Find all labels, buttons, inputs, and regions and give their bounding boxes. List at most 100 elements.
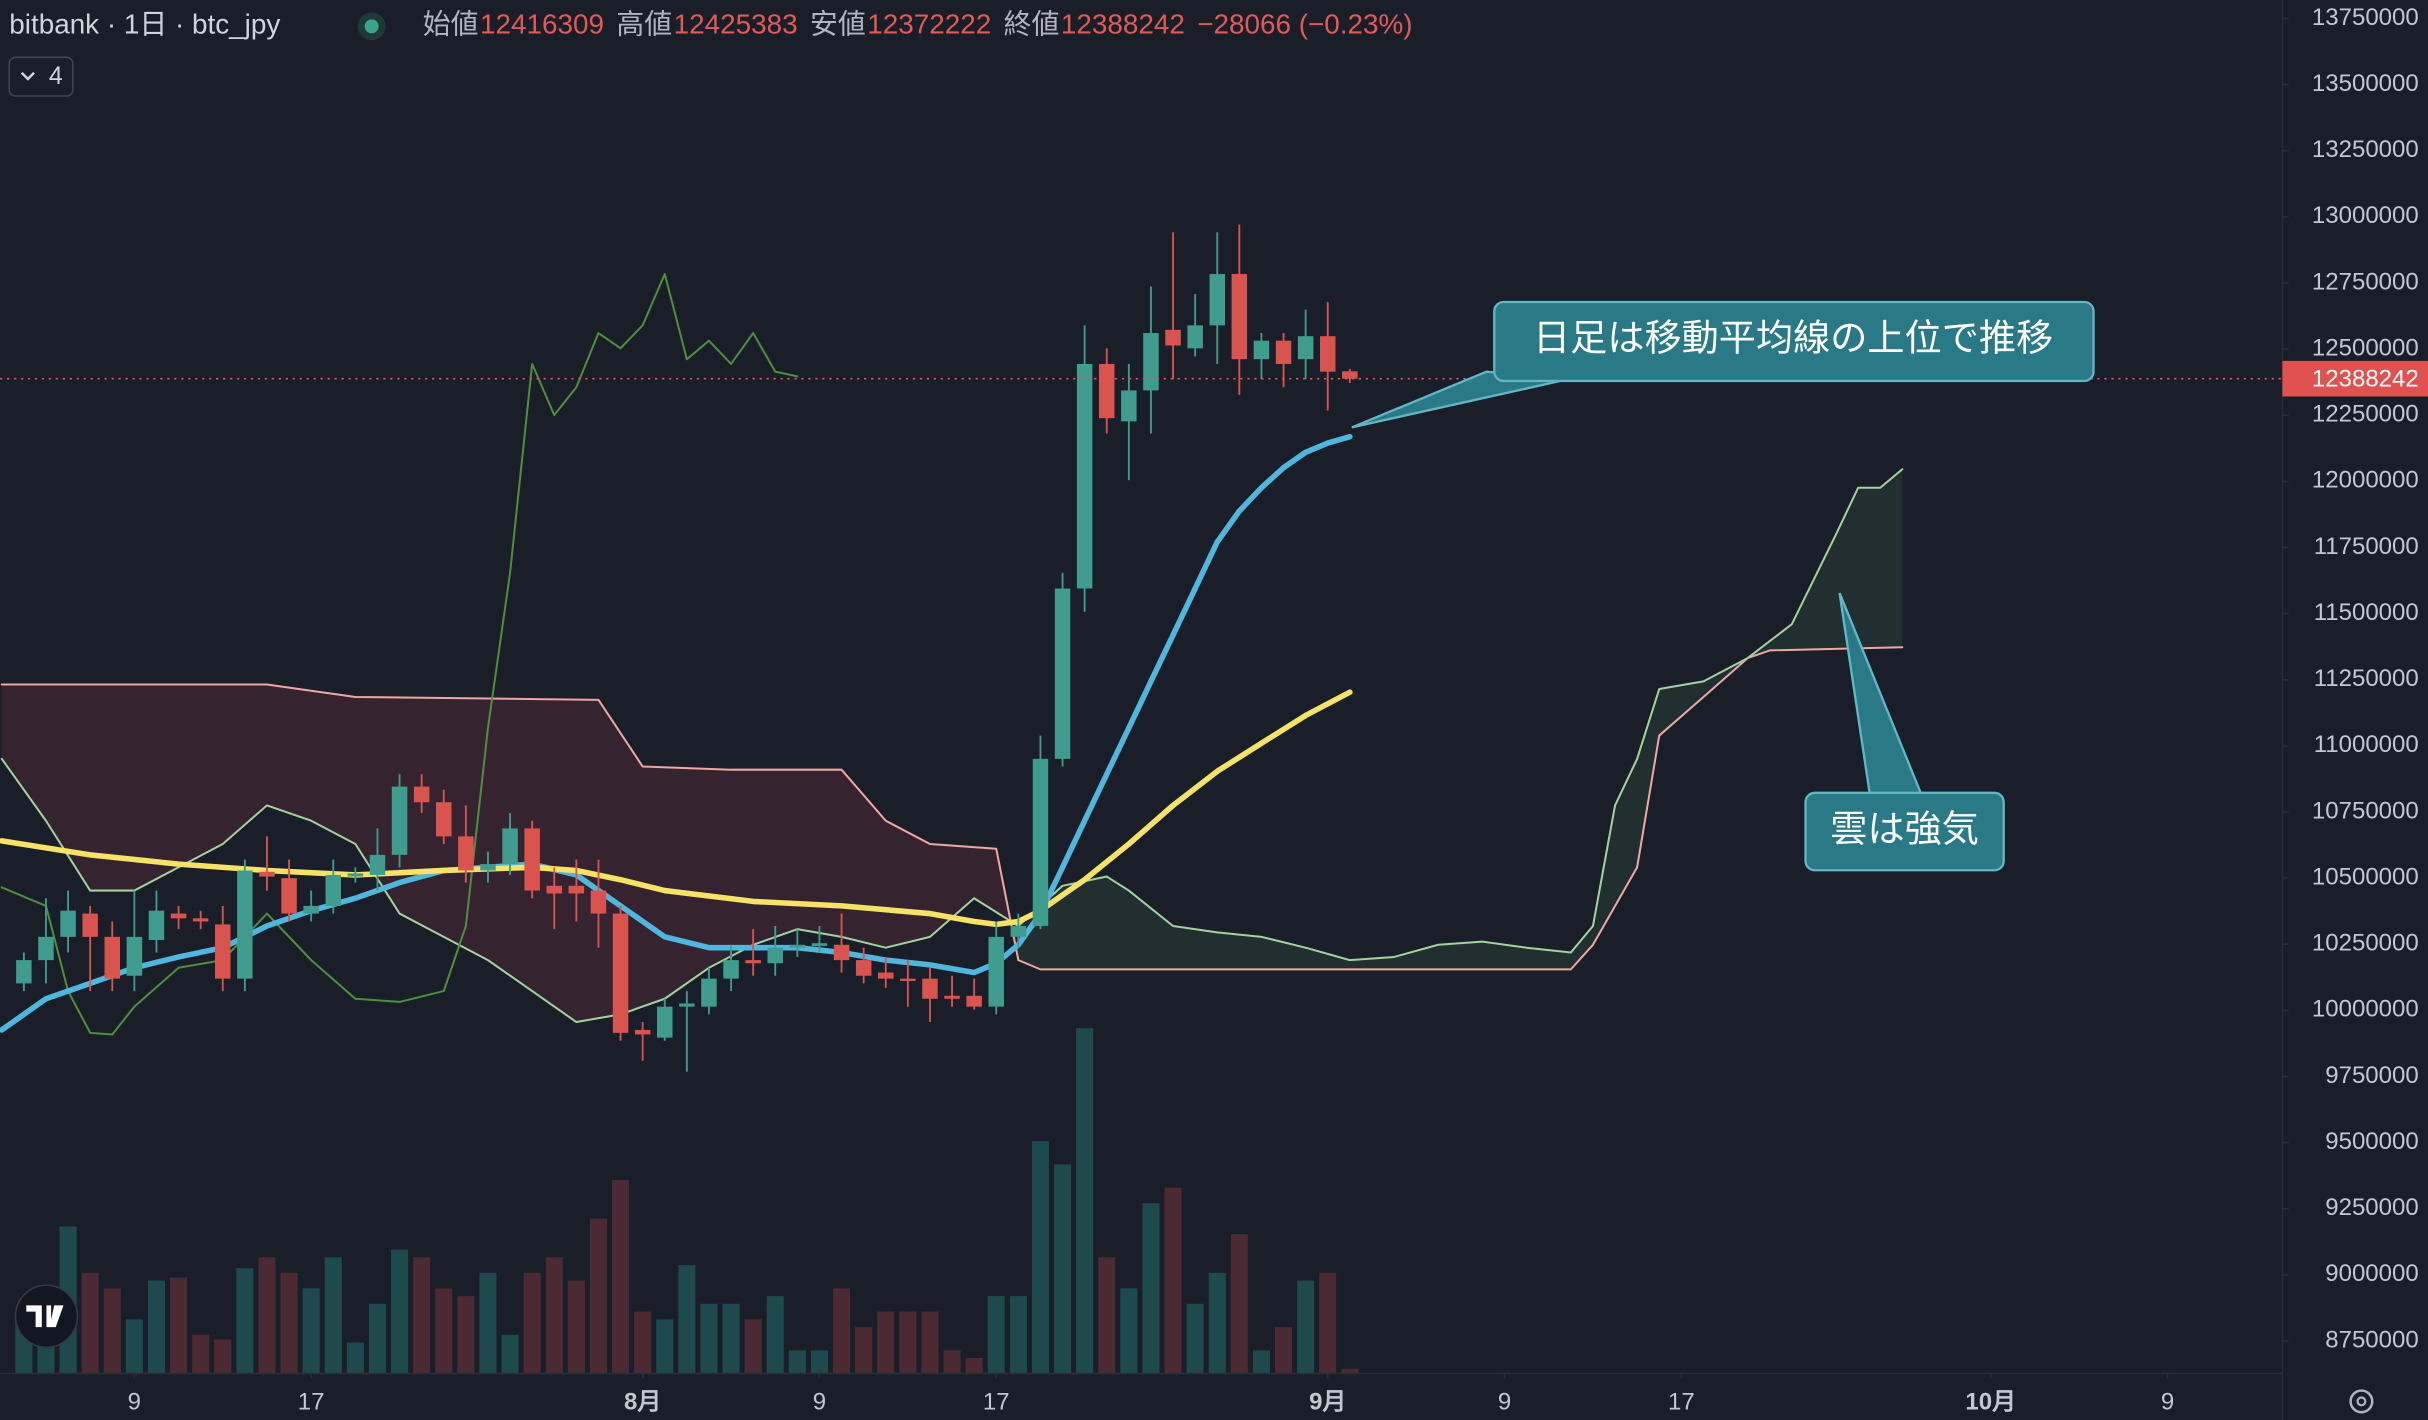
candle-body [1032, 758, 1049, 927]
y-tick-label: 8750000 [2325, 1326, 2418, 1353]
volume-bar [391, 1249, 409, 1374]
x-tick-label: 17 [298, 1388, 325, 1415]
candle-body [281, 878, 297, 914]
volume-bar [766, 1296, 784, 1374]
settings[interactable] [2349, 1389, 2374, 1414]
candle-body [303, 905, 319, 914]
candle-body [1297, 336, 1314, 360]
candle-body [1231, 274, 1248, 360]
candle-body [369, 854, 386, 875]
volume-bar [921, 1311, 939, 1374]
callout-box [1493, 300, 2095, 383]
candle-body [900, 978, 916, 981]
candle-body [60, 910, 76, 937]
candle-body [922, 978, 938, 999]
volume-bar [722, 1303, 740, 1374]
candle-body [855, 960, 872, 976]
x-tick-label: 10月 [1965, 1388, 2016, 1415]
y-tick-label: 12750000 [2312, 268, 2419, 295]
volume-bar [302, 1288, 320, 1374]
x-tick-label: 9 [128, 1388, 141, 1415]
candle-body [701, 978, 717, 1007]
x-tick-label: 8月 [624, 1388, 661, 1415]
high-value: 12425383 [674, 9, 798, 40]
candle-body [325, 874, 342, 906]
volume-bar [147, 1280, 165, 1374]
volume-bar [1120, 1288, 1138, 1374]
x-tick-label: 9 [1498, 1388, 1511, 1415]
volume-bar [545, 1257, 563, 1374]
candle-body [590, 890, 607, 914]
y-tick-label: 11500000 [2314, 599, 2419, 626]
candle-body [524, 828, 540, 891]
y-tick-label: 11250000 [2314, 665, 2419, 692]
volume-bar [634, 1311, 652, 1374]
candle-body [391, 786, 408, 855]
candle-body [126, 936, 143, 976]
low-value: 12372222 [867, 9, 991, 40]
candle-body [878, 972, 894, 979]
candle-body [458, 836, 474, 871]
candle-body [413, 786, 430, 803]
y-tick-label: 10500000 [2312, 863, 2419, 890]
volume-bar [678, 1265, 696, 1374]
candle-body [657, 1006, 673, 1038]
callout-text: 日足は移動平均線の上位で推移 [1533, 317, 2053, 359]
volume-bar [280, 1272, 298, 1374]
volume-bar [589, 1218, 607, 1374]
volume-bar [1076, 1028, 1094, 1374]
volume-bar [700, 1303, 718, 1374]
volume-bar [324, 1257, 342, 1374]
callout: 雲は強気 [1804, 592, 2005, 872]
volume-bar [413, 1257, 431, 1374]
volume-bar [987, 1296, 1005, 1374]
y-tick-label: 12250000 [2312, 401, 2419, 428]
volume-bar [170, 1277, 188, 1374]
change: −28066 (−0.23%) [1197, 9, 1412, 40]
logo[interactable] [14, 1284, 79, 1348]
candle-body [38, 936, 54, 961]
candle-body [1076, 363, 1093, 589]
volume-bar [1297, 1280, 1315, 1374]
y-tick-label: 9250000 [2325, 1194, 2418, 1221]
logo-circle[interactable] [14, 1284, 79, 1348]
volume-bar [479, 1272, 497, 1374]
volume-bar [103, 1288, 121, 1374]
chevron [20, 71, 35, 81]
candle-body [546, 885, 562, 894]
symbol: bitbank · 1日 · btc_jpy [9, 9, 280, 40]
indicator-toggle[interactable]: 4 [8, 56, 74, 97]
candle-body [1320, 336, 1336, 372]
volume-bar [833, 1288, 851, 1374]
candle-body [436, 802, 452, 837]
x-tick-label: 17 [983, 1388, 1010, 1415]
volume-bar [965, 1358, 983, 1374]
candle-body [1010, 926, 1027, 937]
toggle-box[interactable] [8, 56, 74, 97]
volume-bar [943, 1350, 961, 1374]
y-tick-label: 13000000 [2312, 202, 2419, 229]
status-dot [364, 19, 379, 34]
callout-text: 雲は強気 [1830, 807, 1979, 849]
callout-joint [1872, 795, 1922, 801]
candle-body [259, 871, 275, 877]
y-tick-label: 9500000 [2325, 1128, 2418, 1155]
candle-body [679, 1003, 695, 1007]
volume-bar [855, 1327, 873, 1374]
volume-bar [368, 1303, 386, 1374]
settings-icon[interactable] [2349, 1389, 2374, 1414]
candle-body [148, 910, 165, 941]
candle-body [789, 944, 806, 948]
volume-bar [501, 1334, 519, 1374]
x-tick-label: 9 [813, 1388, 826, 1415]
volume-bar [81, 1272, 99, 1374]
volume-bar [567, 1280, 585, 1374]
logo-mark [26, 1305, 64, 1328]
candle-body [745, 960, 761, 964]
callout-box [1804, 791, 2005, 872]
open-value: 12416309 [480, 9, 604, 40]
close-value: 12388242 [1061, 9, 1185, 40]
candle-body [612, 913, 629, 1033]
